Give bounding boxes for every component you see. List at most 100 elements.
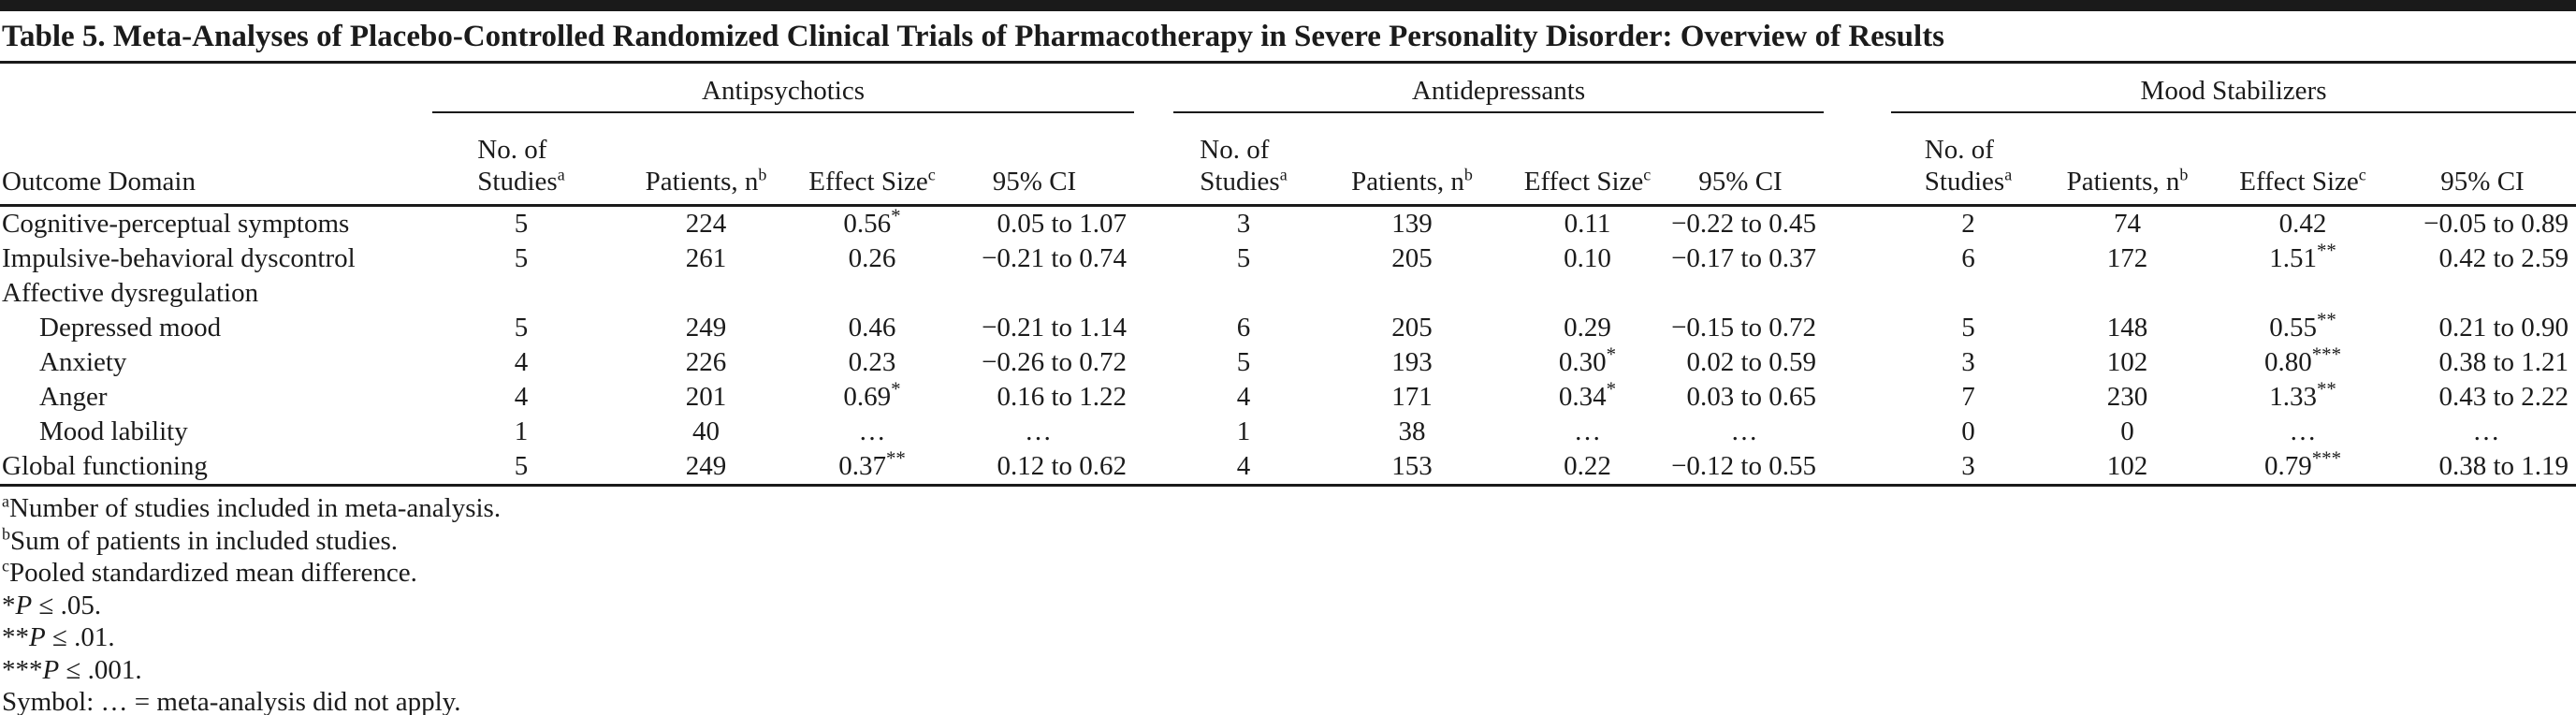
cell-ap-effect: … [858, 416, 886, 446]
cell-ad-patients: 205 [1391, 243, 1433, 273]
cell-ap-patients: 261 [685, 243, 727, 273]
cell-ap-effect: 0.37** [802, 449, 942, 487]
footnotes: aNumber of studies included in meta-anal… [0, 487, 2576, 715]
cell-ms-patients: 102 [2106, 347, 2148, 377]
group-gap [1824, 112, 1891, 207]
cell-ms-effect: 0.79*** [2209, 449, 2396, 487]
spacer-cell [0, 64, 432, 112]
cell-ap-ci: 0.16 to 1.22 [997, 382, 1127, 412]
cell-ms-effect: 1.51** [2269, 241, 2336, 273]
cell-outcome: Depressed mood [39, 313, 222, 343]
footnote-a: aNumber of studies included in meta-anal… [2, 491, 502, 523]
col-outcome-domain: Outcome Domain [0, 112, 432, 207]
cell-ms-studies: 7 [1961, 382, 1975, 412]
gap-cell [1824, 241, 1891, 276]
cell-ap-studies: 5 [514, 313, 529, 343]
gap-cell [1824, 415, 1891, 449]
col-ap-effect: Effect Sizec [802, 112, 942, 207]
col-ms-ci: 95% CI [2396, 112, 2576, 207]
gap-cell [1824, 380, 1891, 415]
cell-ad-studies: 3 [1236, 209, 1251, 239]
cell-ap-studies: 5 [514, 243, 529, 273]
gap-cell [1824, 311, 1891, 345]
gap-cell [1134, 415, 1173, 449]
cell-outcome: Cognitive-perceptual symptoms [2, 209, 350, 239]
table-title: Table 5. Meta-Analyses of Placebo-Contro… [2, 20, 1945, 53]
cell-ap-patients: 249 [685, 313, 727, 343]
footnote-symbol: Symbol: … = meta-analysis did not apply. [2, 687, 461, 715]
cell-ap-patients: 226 [685, 347, 727, 377]
cell-ms-ci: −0.05 to 0.89 [2423, 209, 2569, 239]
col-ap-ci: 95% CI [942, 112, 1134, 207]
cell-ap-ci: −0.26 to 0.72 [982, 347, 1127, 377]
table-row: Depressed mood 5 249 0.46 −0.21 to 1.14 … [0, 311, 2576, 345]
cell-ap-studies: 4 [514, 382, 529, 412]
cell-outcome: Anger [39, 382, 108, 412]
cell-ms-ci: 0.43 to 2.22 [2438, 382, 2569, 412]
cell-ad-ci: −0.17 to 0.37 [1671, 243, 1816, 273]
cell-ap-patients: 40 [692, 416, 720, 446]
cell-ms-studies: 6 [1961, 243, 1975, 273]
cell-ad-studies: 4 [1236, 382, 1251, 412]
cell-ap-effect: 0.26 [848, 243, 896, 273]
cell-ad-studies: 4 [1173, 449, 1314, 487]
cell-ap-patients: 224 [685, 209, 727, 239]
cell-ap-effect: 0.69* [843, 380, 901, 412]
cell-ad-effect: 0.30* [1558, 345, 1617, 377]
cell-ms-effect: 0.42 [2278, 209, 2327, 239]
footnote-c: cPooled standardized mean difference. [2, 556, 417, 588]
col-ad-ci: 95% CI [1665, 112, 1824, 207]
group-antipsychotics: Antipsychotics [432, 64, 1134, 113]
cell-ad-ci: 0.02 to 0.59 [1686, 347, 1816, 377]
cell-ms-ci: … [2472, 416, 2500, 446]
cell-ms-studies: 3 [1891, 449, 2045, 487]
cell-ms-patients: 148 [2106, 313, 2148, 343]
cell-ad-patients: 38 [1398, 416, 1426, 446]
cell-ap-ci: 0.12 to 0.62 [942, 449, 1134, 487]
cell-ad-effect: 0.34* [1558, 380, 1617, 412]
cell-outcome: Impulsive-behavioral dyscontrol [2, 243, 356, 273]
cell-outcome: Anxiety [39, 347, 127, 377]
gap-cell [1824, 345, 1891, 380]
cell-ad-ci: −0.15 to 0.72 [1671, 313, 1816, 343]
cell-ms-effect: 0.80*** [2263, 345, 2342, 377]
col-ad-effect: Effect Sizec [1510, 112, 1665, 207]
cell-ad-studies: 5 [1236, 347, 1251, 377]
gap-cell [1134, 276, 1173, 311]
cell-ms-effect: … [2289, 416, 2317, 446]
table-row: Mood lability 1 40 … … 1 38 … … 0 0 … … [0, 415, 2576, 449]
group-mood-stabilizers: Mood Stabilizers [1891, 64, 2576, 113]
table-row: Cognitive-perceptual symptoms 5 224 0.56… [0, 206, 2576, 242]
cell-ms-effect: 1.33** [2269, 380, 2336, 412]
title-rule [0, 61, 2576, 64]
gap-cell [1134, 206, 1173, 242]
cell-ms-studies: 0 [1961, 416, 1975, 446]
cell-ms-studies: 5 [1961, 313, 1975, 343]
footnote-b: bSum of patients in included studies. [2, 523, 398, 556]
cell-ms-ci: 0.42 to 2.59 [2438, 243, 2569, 273]
col-ap-patients: Patients, nb [610, 112, 802, 207]
col-ap-studies: No. of Studiesa [432, 112, 610, 207]
cell-ad-studies: 1 [1236, 416, 1251, 446]
group-gap [1824, 64, 1891, 112]
gap-cell [1134, 449, 1173, 487]
cell-ad-patients: 193 [1391, 347, 1433, 377]
cell-ms-patients: 102 [2045, 449, 2209, 487]
col-ms-patients: Patients, nb [2045, 112, 2209, 207]
table-row: Impulsive-behavioral dyscontrol 5 261 0.… [0, 241, 2576, 276]
cell-ap-ci: 0.05 to 1.07 [997, 209, 1127, 239]
col-ad-patients: Patients, nb [1314, 112, 1510, 207]
column-header-row: Outcome Domain No. of Studiesa Patients, … [0, 112, 2576, 207]
col-ad-studies: No. of Studiesa [1173, 112, 1314, 207]
cell-ap-patients: 249 [610, 449, 802, 487]
cell-outcome: Affective dysregulation [2, 278, 259, 308]
gap-cell [1824, 276, 1891, 311]
cell-ad-patients: 205 [1391, 313, 1433, 343]
cell-ms-patients: 230 [2106, 382, 2148, 412]
group-gap [1134, 112, 1173, 207]
top-rule [0, 0, 2576, 11]
cell-ad-ci: 0.03 to 0.65 [1686, 382, 1816, 412]
cell-ap-patients: 201 [685, 382, 727, 412]
cell-ad-studies: 5 [1236, 243, 1251, 273]
gap-cell [1134, 311, 1173, 345]
